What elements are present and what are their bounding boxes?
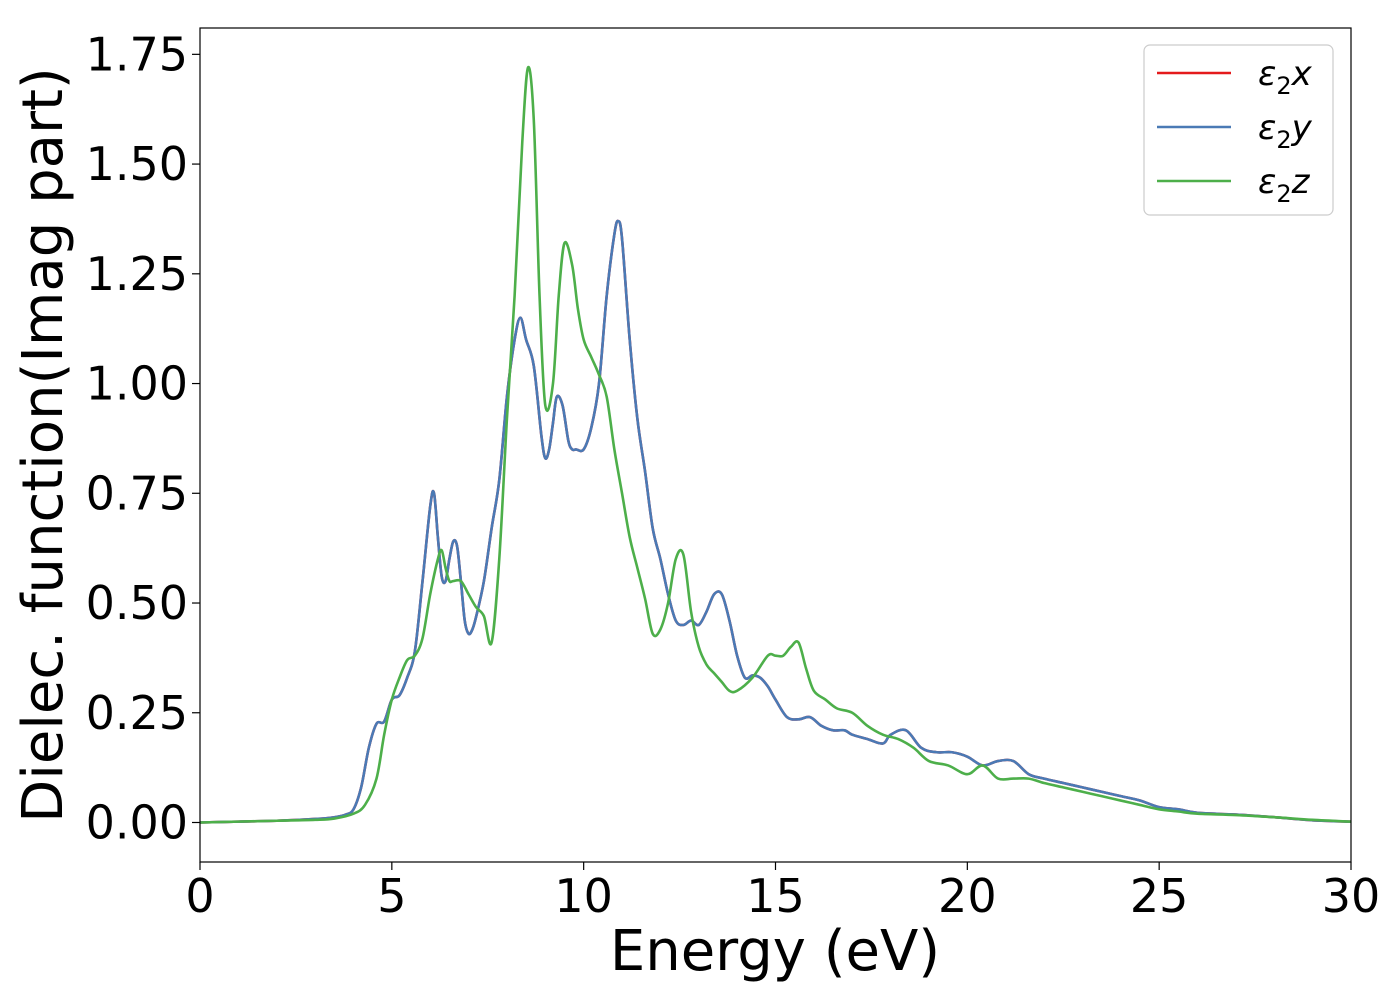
- legend: ε2x ε2y ε2z: [1143, 44, 1334, 216]
- legend-label-2: ε2y: [1258, 108, 1313, 154]
- x-tick-label: 15: [746, 869, 805, 923]
- y-axis-title: Dielec. function(Imag part): [11, 67, 76, 823]
- legend-items: ε2x ε2y ε2z: [1157, 54, 1313, 208]
- x-tick-label: 5: [377, 869, 406, 923]
- x-tick-label: 30: [1322, 869, 1381, 923]
- x-tick-label: 0: [185, 869, 214, 923]
- y-tick-label: 1.75: [86, 27, 188, 81]
- series-line-2: [200, 219, 1351, 824]
- series-line-3: [200, 65, 1351, 824]
- y-tick-label: 1.25: [86, 247, 188, 301]
- x-axis-title: Energy (eV): [610, 919, 940, 984]
- y-tick-label: 0.75: [86, 466, 188, 520]
- y-tick-label: 1.00: [86, 357, 188, 411]
- y-axis-ticks: 0.00 0.25 0.50 0.75 1.00 1.25 1.50 1.75: [86, 27, 200, 849]
- legend-label-1: ε2x: [1258, 54, 1313, 100]
- series-layer: [200, 65, 1351, 824]
- legend-label-3: ε2z: [1258, 162, 1311, 208]
- y-tick-label: 0.50: [86, 576, 188, 630]
- y-tick-label: 1.50: [86, 137, 188, 191]
- y-tick-label: 0.00: [86, 795, 188, 849]
- x-axis-ticks: 0 5 10 15 20 25 30: [185, 862, 1380, 923]
- x-tick-label: 25: [1130, 869, 1189, 923]
- y-tick-label: 0.25: [86, 686, 188, 740]
- legend-box: [1143, 44, 1334, 216]
- x-tick-label: 10: [554, 869, 613, 923]
- x-tick-label: 20: [938, 869, 997, 923]
